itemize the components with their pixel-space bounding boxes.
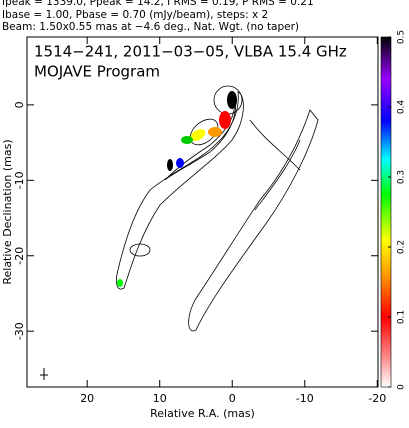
colorbar-tick-label: 0.3 bbox=[397, 170, 407, 184]
y-axis-label: Relative Declination (mas) bbox=[1, 139, 14, 284]
x-tick-label: 10 bbox=[153, 392, 167, 405]
colorbar-tick-label: 0 bbox=[397, 384, 407, 390]
colorbar-tick-label: 0.4 bbox=[397, 100, 407, 115]
header-line: Ipeak = 1339.0, Ppeak = 14.2, I RMS = 0.… bbox=[2, 0, 314, 8]
plot-frame bbox=[26, 36, 379, 388]
x-tick-label: 20 bbox=[80, 392, 94, 405]
colorbar bbox=[380, 36, 392, 388]
y-tick-label: 0 bbox=[13, 101, 26, 108]
x-tick-label: 0 bbox=[229, 392, 236, 405]
y-tick-label: -30 bbox=[13, 322, 26, 340]
chart-subtitle: MOJAVE Program bbox=[34, 63, 160, 81]
header-line: Ibase = 1.00, Pbase = 0.70 (mJy/beam), s… bbox=[2, 9, 268, 21]
colorbar-tick-label: 0.5 bbox=[397, 30, 407, 44]
header-line: Beam: 1.50x0.55 mas at −4.6 deg., Nat. W… bbox=[2, 21, 299, 33]
chart-title: 1514−241, 2011−03−05, VLBA 15.4 GHz bbox=[34, 43, 347, 61]
colorbar-tick-label: 0.1 bbox=[397, 310, 407, 324]
x-tick-label: -20 bbox=[368, 392, 386, 405]
y-tick-label: -10 bbox=[13, 171, 26, 189]
x-axis-label: Relative R.A. (mas) bbox=[150, 407, 255, 420]
colorbar-tick-label: 0.2 bbox=[397, 240, 407, 254]
x-tick-label: -10 bbox=[296, 392, 314, 405]
emission-colors bbox=[117, 91, 237, 287]
y-tick-label: -20 bbox=[13, 247, 26, 265]
contours bbox=[116, 85, 319, 332]
